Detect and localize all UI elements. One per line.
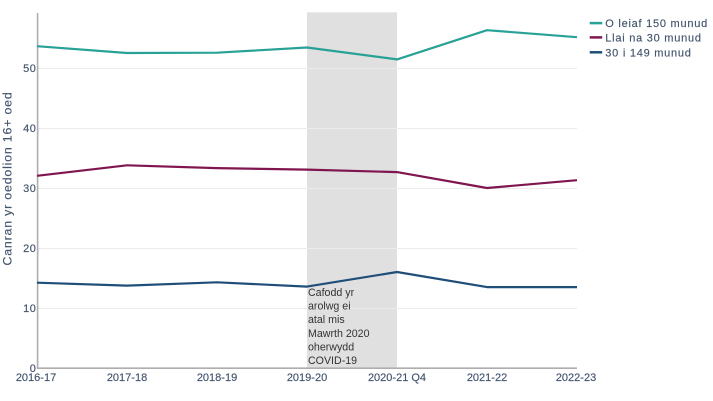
svg-text:50: 50 xyxy=(23,63,36,75)
svg-text:atal mis: atal mis xyxy=(308,314,345,326)
svg-text:2016-17: 2016-17 xyxy=(16,372,56,384)
svg-text:oherwydd: oherwydd xyxy=(308,341,354,353)
svg-text:Mawrth 2020: Mawrth 2020 xyxy=(308,328,370,340)
svg-text:COVID-19: COVID-19 xyxy=(308,355,357,367)
svg-text:O leiaf 150 munud: O leiaf 150 munud xyxy=(605,18,708,30)
svg-text:Llai na 30 munud: Llai na 30 munud xyxy=(605,32,701,44)
svg-text:2020-21 Q4: 2020-21 Q4 xyxy=(368,372,426,384)
svg-text:2017-18: 2017-18 xyxy=(107,372,147,384)
svg-text:arolwg ei: arolwg ei xyxy=(308,301,351,313)
svg-text:2019-20: 2019-20 xyxy=(287,372,327,384)
svg-text:20: 20 xyxy=(23,243,36,255)
svg-text:0: 0 xyxy=(30,363,37,375)
svg-text:Cafodd yr: Cafodd yr xyxy=(308,287,355,299)
svg-text:30 i 149 munud: 30 i 149 munud xyxy=(605,47,691,59)
svg-text:40: 40 xyxy=(23,123,36,135)
svg-text:2021-22: 2021-22 xyxy=(467,372,507,384)
svg-text:Canran yr oedolion 16+ oed: Canran yr oedolion 16+ oed xyxy=(0,91,14,265)
svg-text:30: 30 xyxy=(23,183,36,195)
svg-text:2022-23: 2022-23 xyxy=(556,372,596,384)
svg-text:10: 10 xyxy=(23,303,36,315)
svg-text:2018-19: 2018-19 xyxy=(197,372,237,384)
